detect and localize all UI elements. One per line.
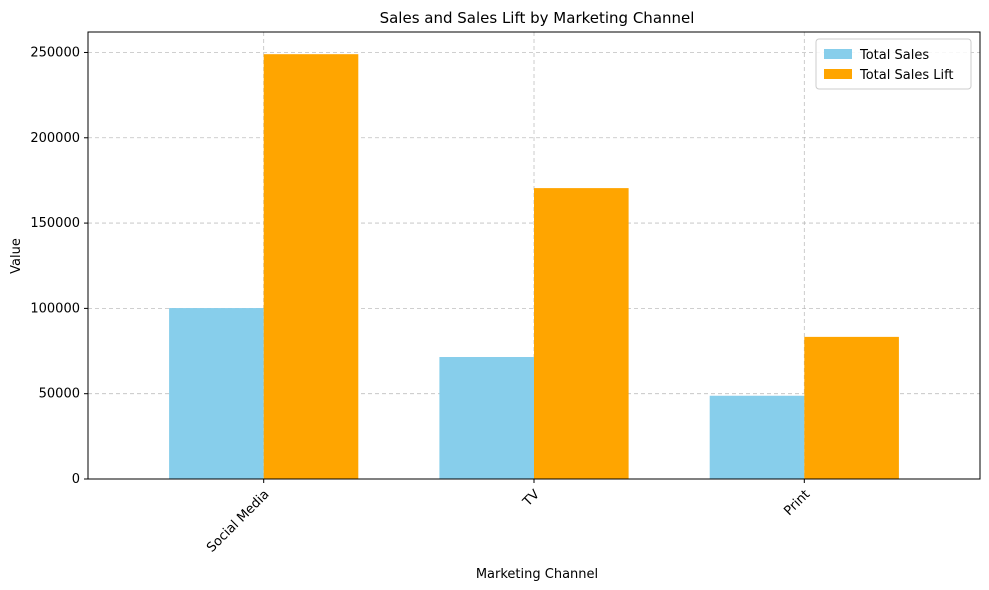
y-axis-label: Value bbox=[9, 238, 24, 274]
y-tick-label: 50000 bbox=[39, 387, 80, 402]
legend-label: Total Sales bbox=[859, 48, 929, 63]
y-tick-label: 100000 bbox=[30, 301, 80, 316]
y-tick-label: 200000 bbox=[30, 131, 80, 146]
x-tick-label: Print bbox=[781, 487, 813, 519]
x-tick-label: TV bbox=[520, 487, 543, 510]
legend: Total Sales Total Sales Lift bbox=[815, 38, 972, 90]
x-axis-ticks: Social Media TV Print bbox=[204, 479, 813, 556]
bar-total-sales bbox=[439, 357, 534, 479]
x-axis-label: Marketing Channel bbox=[476, 567, 598, 582]
bar-total-sales-lift bbox=[804, 336, 899, 479]
legend-box bbox=[815, 38, 972, 90]
legend-swatch bbox=[824, 69, 852, 79]
bar-total-sales-lift bbox=[263, 54, 359, 480]
bar-total-sales-lift bbox=[534, 188, 629, 480]
y-tick-label: 250000 bbox=[30, 45, 80, 60]
y-axis-ticks: 0 50000 100000 150000 200000 250000 bbox=[30, 45, 88, 487]
x-tick-label: Social Media bbox=[204, 487, 272, 555]
bars bbox=[169, 54, 899, 480]
y-tick-label: 0 bbox=[72, 472, 80, 487]
bar-total-sales bbox=[169, 308, 264, 479]
legend-swatch bbox=[824, 49, 852, 59]
y-tick-label: 150000 bbox=[30, 216, 80, 231]
bar-total-sales bbox=[709, 395, 805, 479]
legend-label: Total Sales Lift bbox=[859, 68, 954, 83]
chart-title: Sales and Sales Lift by Marketing Channe… bbox=[380, 9, 695, 27]
